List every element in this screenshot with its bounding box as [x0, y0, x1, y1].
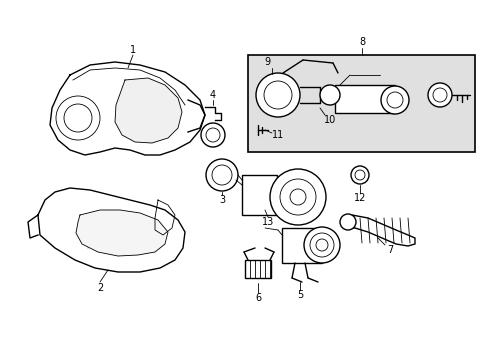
- Circle shape: [380, 86, 408, 114]
- Polygon shape: [115, 78, 182, 143]
- Circle shape: [56, 96, 100, 140]
- Text: 13: 13: [262, 217, 274, 227]
- Polygon shape: [345, 215, 414, 246]
- Text: 7: 7: [386, 245, 392, 255]
- Bar: [242, 175, 276, 215]
- Text: 9: 9: [264, 57, 269, 67]
- Polygon shape: [50, 62, 204, 155]
- Text: 1: 1: [130, 45, 136, 55]
- Text: 12: 12: [353, 193, 366, 203]
- Circle shape: [339, 214, 355, 230]
- Text: 11: 11: [271, 130, 284, 140]
- Text: 4: 4: [209, 90, 216, 100]
- Bar: [282, 228, 321, 263]
- Circle shape: [427, 83, 451, 107]
- Text: 2: 2: [97, 283, 103, 293]
- Circle shape: [205, 159, 238, 191]
- Bar: [244, 260, 270, 278]
- Text: 6: 6: [254, 293, 261, 303]
- Text: 5: 5: [296, 290, 303, 300]
- Circle shape: [201, 123, 224, 147]
- Bar: [247, 55, 474, 152]
- Polygon shape: [38, 188, 184, 272]
- Polygon shape: [76, 210, 168, 256]
- Text: 3: 3: [219, 195, 224, 205]
- Polygon shape: [28, 215, 38, 238]
- Circle shape: [304, 227, 339, 263]
- Text: 10: 10: [323, 115, 335, 125]
- Bar: [334, 85, 394, 113]
- Circle shape: [256, 73, 299, 117]
- Text: 8: 8: [358, 37, 365, 47]
- Circle shape: [350, 166, 368, 184]
- Circle shape: [269, 169, 325, 225]
- Circle shape: [319, 85, 339, 105]
